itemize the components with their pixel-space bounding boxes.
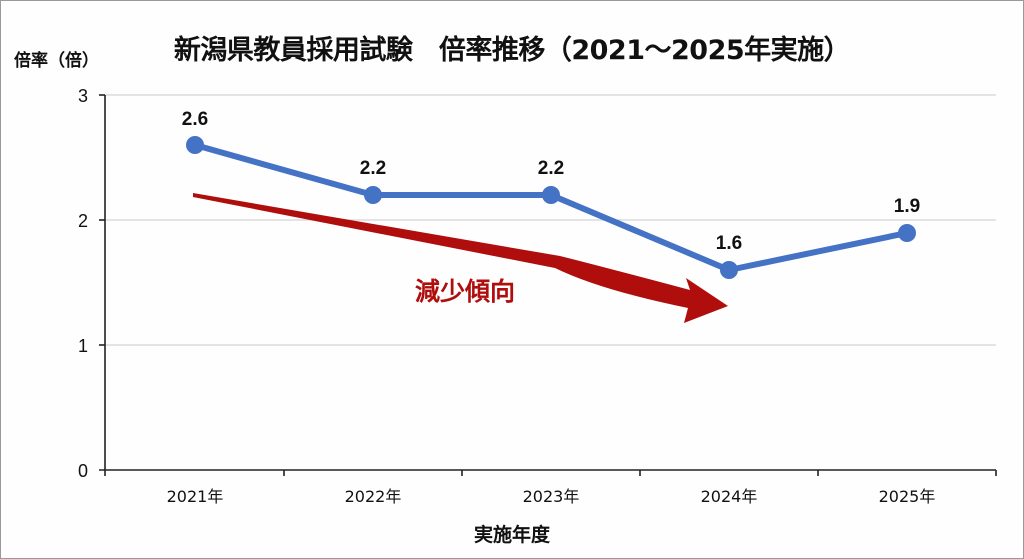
y-tick-0: 0 — [78, 461, 88, 481]
data-label-2021: 2.6 — [182, 109, 208, 130]
y-tick-3: 3 — [78, 86, 88, 106]
data-label-2022: 2.2 — [360, 158, 386, 179]
trend-arrow — [193, 193, 728, 323]
data-point-2023 — [542, 186, 560, 204]
x-tick-2021: 2021年 — [167, 487, 224, 506]
axes — [99, 94, 997, 476]
series-line — [186, 136, 916, 279]
x-tick-2025: 2025年 — [879, 487, 936, 506]
y-tick-1: 1 — [78, 336, 88, 356]
y-axis-label: 倍率（倍） — [14, 51, 99, 71]
chart-title: 新潟県教員採用試験 倍率推移（2021〜2025年実施） — [173, 35, 851, 66]
data-point-2022 — [364, 186, 382, 204]
x-tick-2023: 2023年 — [523, 487, 580, 506]
data-point-2025 — [898, 224, 916, 242]
data-point-2021 — [186, 136, 204, 154]
data-labels: 2.6 2.2 2.2 1.6 1.9 — [182, 109, 920, 254]
data-label-2023: 2.2 — [538, 158, 564, 179]
x-tick-2022: 2022年 — [345, 487, 402, 506]
trend-annotation: 減少傾向 — [415, 277, 515, 306]
data-point-2024 — [720, 261, 738, 279]
x-tick-labels: 2021年 2022年 2023年 2024年 2025年 — [167, 487, 936, 506]
x-axis-label: 実施年度 — [473, 524, 550, 546]
y-tick-labels: 0 1 2 3 — [78, 86, 88, 481]
gridlines — [105, 94, 996, 346]
x-tick-2024: 2024年 — [701, 487, 758, 506]
data-label-2024: 1.6 — [716, 233, 742, 254]
data-label-2025: 1.9 — [894, 196, 920, 217]
y-tick-2: 2 — [78, 211, 88, 231]
